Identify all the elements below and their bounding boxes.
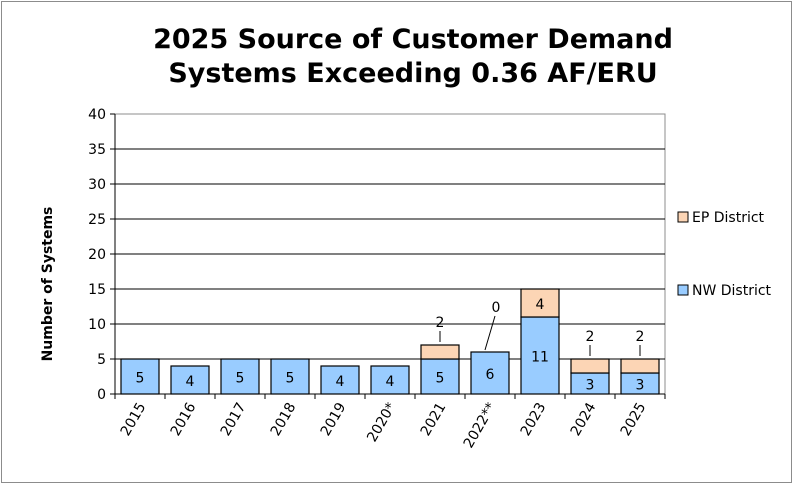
data-label-ep: 0 xyxy=(492,300,501,316)
bar-nw-district xyxy=(470,351,510,395)
bar-nw-district xyxy=(370,365,410,395)
y-tick-label: 5 xyxy=(97,352,106,368)
data-label-ep: 2 xyxy=(436,315,445,331)
data-label-nw: 3 xyxy=(586,378,595,394)
data-label-nw: 5 xyxy=(286,371,295,387)
bar-nw-district xyxy=(320,365,360,395)
bar-ep-district xyxy=(420,344,460,360)
y-axis-title: Number of Systems xyxy=(40,207,56,362)
x-tick-label: 2024 xyxy=(568,400,600,439)
y-tick-label: 10 xyxy=(88,317,106,333)
data-label-ep: 2 xyxy=(636,329,645,345)
y-tick-label: 35 xyxy=(88,142,106,158)
data-label-nw: 4 xyxy=(186,374,195,390)
chart-title-line: Systems Exceeding 0.36 AF/ERU xyxy=(168,58,657,89)
legend-label-ep: EP District xyxy=(692,210,765,226)
bar-nw-district xyxy=(270,358,310,395)
x-tick-label: 2023 xyxy=(518,400,550,439)
data-label-nw: 4 xyxy=(386,374,395,390)
data-label-nw: 5 xyxy=(136,371,145,387)
data-label-nw: 6 xyxy=(486,367,495,383)
data-label-nw: 5 xyxy=(436,371,445,387)
x-tick-label: 2017 xyxy=(218,400,250,439)
bar-ep-district xyxy=(520,288,560,318)
x-tick-label: 2018 xyxy=(268,400,300,439)
x-tick-label: 2020* xyxy=(364,400,399,445)
legend-swatch-nw xyxy=(677,284,689,296)
legend-label-nw: NW District xyxy=(692,283,772,299)
bar-nw-district xyxy=(220,358,260,395)
chart-title-line: 2025 Source of Customer Demand xyxy=(153,24,673,55)
y-tick-label: 30 xyxy=(88,177,106,193)
bar-nw-district xyxy=(420,358,460,395)
data-label-nw: 4 xyxy=(336,374,345,390)
legend-swatch-ep xyxy=(677,211,689,223)
y-tick-label: 20 xyxy=(88,247,106,263)
data-label-nw: 11 xyxy=(531,350,549,366)
data-label-ep: 4 xyxy=(536,297,545,313)
bar-nw-district xyxy=(120,358,160,395)
x-tick-label: 2015 xyxy=(118,400,150,439)
bar-ep-district xyxy=(570,358,610,374)
x-tick-label: 2019 xyxy=(318,400,350,439)
y-tick-label: 25 xyxy=(88,212,106,228)
data-label-leader xyxy=(484,315,496,351)
y-tick-label: 15 xyxy=(88,282,106,298)
data-label-nw: 3 xyxy=(636,378,645,394)
y-tick-label: 40 xyxy=(88,107,106,123)
bar-nw-district xyxy=(170,365,210,395)
data-label-ep: 2 xyxy=(586,329,595,345)
bar-nw-district xyxy=(520,316,560,395)
y-tick-label: 0 xyxy=(97,387,106,403)
x-tick-label: 2025 xyxy=(618,400,650,439)
data-label-nw: 5 xyxy=(236,371,245,387)
bar-ep-district xyxy=(620,358,660,374)
x-tick-label: 2021 xyxy=(418,400,450,439)
x-tick-label: 2022** xyxy=(461,400,500,451)
x-tick-label: 2016 xyxy=(168,400,200,439)
